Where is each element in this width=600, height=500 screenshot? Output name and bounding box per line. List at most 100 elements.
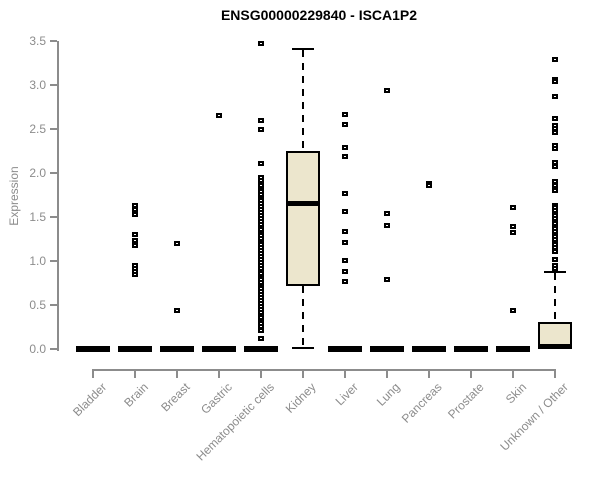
outlier-point-unknown-other [552, 249, 558, 255]
outlier-point-skin [510, 223, 516, 229]
y-tick-label: 0.5 [29, 298, 46, 312]
outlier-point-liver [342, 258, 348, 264]
outlier-point-liver [342, 268, 348, 274]
outlier-point-liver [342, 121, 348, 127]
x-axis-label-breast: Breast [158, 380, 193, 415]
outlier-point-unknown-other [552, 115, 558, 121]
whisker-cap-top-unknown-other [544, 270, 566, 273]
y-tick-label: 2.0 [29, 166, 46, 180]
box-hematopoietic-cells [244, 346, 278, 352]
y-axis-title: Expression [7, 166, 21, 226]
x-tick [344, 371, 346, 378]
outlier-point-skin [510, 229, 516, 235]
x-axis-label-kidney: Kidney [283, 380, 319, 416]
outlier-point-lung [384, 277, 390, 283]
outlier-point-unknown-other [552, 93, 558, 99]
outlier-point-lung [384, 222, 390, 228]
outlier-point-liver [342, 208, 348, 214]
outlier-point-liver [342, 144, 348, 150]
outlier-point-lung [384, 210, 390, 216]
box-kidney [286, 151, 320, 286]
y-tick [50, 172, 57, 174]
x-axis-label-brain: Brain [121, 380, 151, 410]
outlier-point-breast [174, 240, 180, 246]
box-prostate [454, 346, 488, 352]
y-tick [50, 348, 57, 350]
whisker-cap-top-kidney [292, 47, 314, 50]
outlier-point-liver [342, 191, 348, 197]
outlier-point-pancreas [426, 183, 432, 189]
x-axis-label-skin: Skin [502, 380, 529, 407]
outlier-point-skin [510, 308, 516, 314]
x-tick [218, 371, 220, 378]
y-tick [50, 216, 57, 218]
x-tick [176, 371, 178, 378]
whisker-cap-bottom-kidney [292, 347, 314, 350]
outlier-point-brain [132, 212, 138, 218]
outlier-point-unknown-other [552, 266, 558, 272]
y-axis-line [57, 41, 59, 351]
outlier-point-unknown-other [552, 183, 558, 189]
box-pancreas [412, 346, 446, 352]
y-tick-label: 3.5 [29, 34, 46, 48]
box-lung [370, 346, 404, 352]
x-tick [92, 371, 94, 378]
outlier-point-unknown-other [552, 79, 558, 85]
outlier-point-breast [174, 308, 180, 314]
y-tick [50, 128, 57, 130]
y-tick-label: 1.5 [29, 210, 46, 224]
median-unknown-other [538, 343, 572, 349]
y-tick [50, 84, 57, 86]
outlier-point-hematopoietic-cells [258, 118, 264, 124]
x-tick [428, 371, 430, 378]
outlier-point-unknown-other [552, 187, 558, 193]
outlier-point-gastric [216, 112, 222, 118]
outlier-point-unknown-other [552, 244, 558, 250]
outlier-point-skin [510, 205, 516, 211]
x-axis-label-gastric: Gastric [198, 380, 235, 417]
box-gastric [202, 346, 236, 352]
outlier-point-unknown-other [552, 146, 558, 152]
outlier-point-hematopoietic-cells [258, 336, 264, 342]
outlier-point-liver [342, 112, 348, 118]
median-kidney [286, 201, 320, 207]
outlier-point-lung [384, 88, 390, 94]
y-tick [50, 40, 57, 42]
x-axis-label-pancreas: Pancreas [399, 380, 445, 426]
x-axis-label-prostate: Prostate [445, 380, 487, 422]
outlier-point-hematopoietic-cells [258, 161, 264, 167]
x-axis-label-lung: Lung [374, 380, 403, 409]
x-axis-label-liver: Liver [332, 380, 361, 409]
x-axis-label-hematopoietic-cells: Hematopoietic cells [193, 380, 277, 464]
y-tick [50, 260, 57, 262]
outlier-point-hematopoietic-cells [258, 327, 264, 333]
y-tick-label: 2.5 [29, 122, 46, 136]
outlier-point-brain [132, 231, 138, 237]
x-tick [134, 371, 136, 378]
outlier-point-hematopoietic-cells [258, 127, 264, 132]
outlier-point-brain [132, 243, 138, 249]
box-breast [160, 346, 194, 352]
x-tick [302, 371, 304, 378]
x-tick [386, 371, 388, 378]
outlier-point-unknown-other [552, 129, 558, 135]
outlier-point-unknown-other [552, 56, 558, 62]
x-axis-label-bladder: Bladder [69, 380, 109, 420]
outlier-point-liver [342, 154, 348, 160]
y-tick-label: 0.0 [29, 342, 46, 356]
outlier-point-unknown-other [552, 257, 558, 263]
y-tick-label: 1.0 [29, 254, 46, 268]
outlier-point-hematopoietic-cells [258, 40, 264, 46]
x-tick [554, 371, 556, 378]
box-skin [496, 346, 530, 352]
outlier-point-unknown-other [552, 163, 558, 169]
box-bladder [76, 346, 110, 352]
outlier-point-liver [342, 239, 348, 245]
y-tick [50, 304, 57, 306]
outlier-point-liver [342, 279, 348, 285]
box-brain [118, 346, 152, 352]
outlier-point-brain [132, 272, 138, 278]
whisker-top-kidney [302, 49, 304, 151]
x-tick [512, 371, 514, 378]
